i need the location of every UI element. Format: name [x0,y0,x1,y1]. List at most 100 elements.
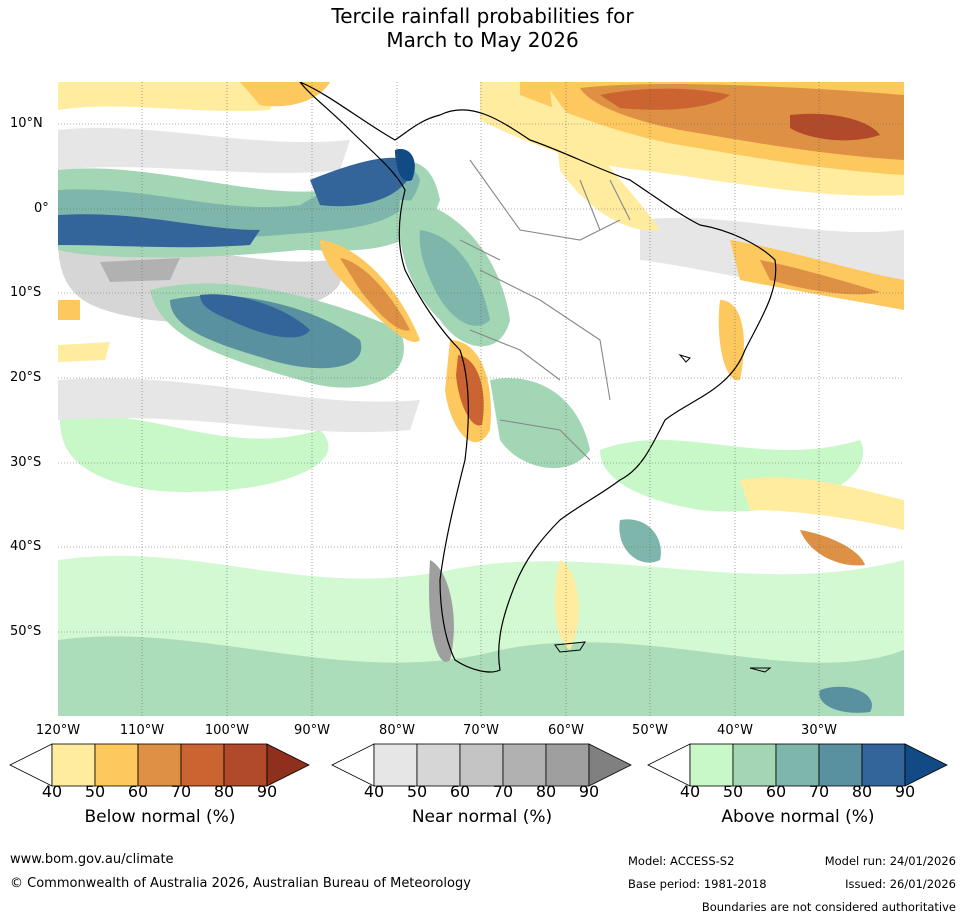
colorbar-above-extend-high [904,743,948,787]
lon-label-110w: 110°W [119,723,165,738]
above-normal-area [490,378,590,469]
model-text: Model: ACCESS-S2 [628,854,735,868]
near-tick-40: 40 [363,782,385,801]
lon-label-30w: 30°W [801,723,837,738]
below-normal-area [340,258,410,331]
lon-label-50w: 50°W [632,723,668,738]
coastline [299,82,777,673]
lat-label-30s: 30°S [10,455,42,470]
above-normal-area [619,519,661,563]
below-normal-area [58,82,280,112]
below-normal-area [718,300,744,381]
title-line-2: March to May 2026 [386,28,579,52]
lon-label-120w: 120°W [35,723,81,738]
lat-label-10n: 10°N [10,116,43,131]
colorbar-near-50 [416,743,461,787]
below-tick-80: 80 [213,782,235,801]
below-tick-60: 60 [127,782,149,801]
lon-label-90w: 90°W [294,723,330,738]
above-normal-title: Above normal (%) [721,807,875,827]
lon-label-80w: 80°W [379,723,415,738]
colorbar-above-40 [689,743,734,787]
below-normal-area [550,90,660,231]
lat-label-equator: 0° [34,201,49,216]
above-normal-area [310,157,415,207]
above-tick-80: 80 [851,782,873,801]
above-normal-area [58,214,260,248]
colorbar-below-extend-low [9,743,53,787]
lat-label-10s: 10°S [10,285,42,300]
below-normal-area [554,560,579,650]
colorbar-near-normal [331,743,632,787]
above-normal-area [60,415,329,492]
base-period-text: Base period: 1981-2018 [628,877,767,891]
near-tick-60: 60 [449,782,471,801]
colorbar-below-50 [94,743,139,787]
above-normal-area [819,686,872,713]
below-normal-area [760,260,880,295]
map-title: Tercile rainfall probabilities for March… [0,4,965,52]
colorbar-below-70 [180,743,225,787]
near-tick-80: 80 [535,782,557,801]
lat-label-20s: 20°S [10,370,42,385]
above-normal-area [200,294,310,338]
colorbar-below-normal [9,743,310,787]
graticule [58,82,904,716]
above-tick-70: 70 [808,782,830,801]
near-normal-area [100,258,180,282]
below-normal-area [58,342,110,362]
above-normal-area [419,230,490,326]
country-borders [459,159,631,461]
below-tick-90: 90 [256,782,278,801]
near-tick-90: 90 [578,782,600,801]
copyright-text: © Commonwealth of Australia 2026, Austra… [10,876,471,891]
probability-field [58,82,904,716]
below-tick-50: 50 [84,782,106,801]
colorbar-below-extend-high [266,743,310,787]
colorbar-above-normal [647,743,948,787]
near-normal-title: Near normal (%) [411,807,553,827]
colorbar-near-40 [373,743,418,787]
below-tick-40: 40 [41,782,63,801]
below-normal-area [740,477,904,530]
issued-text: Issued: 26/01/2026 [845,877,956,891]
lon-label-70w: 70°W [463,723,499,738]
boundaries-note: Boundaries are not considered authoritat… [701,900,956,914]
below-tick-70: 70 [170,782,192,801]
colorbar-near-70 [502,743,547,787]
colorbar-near-extend-high [588,743,632,787]
below-normal-area [58,300,80,320]
lon-label-100w: 100°W [204,723,250,738]
near-normal-area [58,127,350,173]
lat-label-50s: 50°S [10,624,42,639]
below-normal-area [600,88,730,110]
below-normal-area [240,82,330,107]
islands [554,354,772,673]
website-link[interactable]: www.bom.gov.au/climate [10,852,174,867]
above-normal-area [395,149,415,181]
lon-label-60w: 60°W [548,723,584,738]
above-tick-40: 40 [679,782,701,801]
below-normal-area [456,355,484,426]
colorbar-below-40 [51,743,96,787]
colorbar-near-60 [459,743,504,787]
colorbar-above-extend-low [647,743,691,787]
colorbar-above-50 [732,743,777,787]
colorbar-above-80 [861,743,906,787]
lon-label-40w: 40°W [717,723,753,738]
model-run-text: Model run: 24/01/2026 [824,854,956,868]
colorbar-below-60 [137,743,182,787]
below-normal-title: Below normal (%) [84,807,236,827]
above-tick-60: 60 [765,782,787,801]
colorbar-near-80 [545,743,590,787]
near-normal-area [58,378,420,433]
near-tick-50: 50 [406,782,428,801]
lat-label-40s: 40°S [10,539,42,554]
title-line-1: Tercile rainfall probabilities for [331,4,634,28]
above-tick-50: 50 [722,782,744,801]
above-tick-90: 90 [894,782,916,801]
below-normal-area [790,113,880,141]
colorbar-above-60 [775,743,820,787]
colorbar-below-80 [223,743,268,787]
